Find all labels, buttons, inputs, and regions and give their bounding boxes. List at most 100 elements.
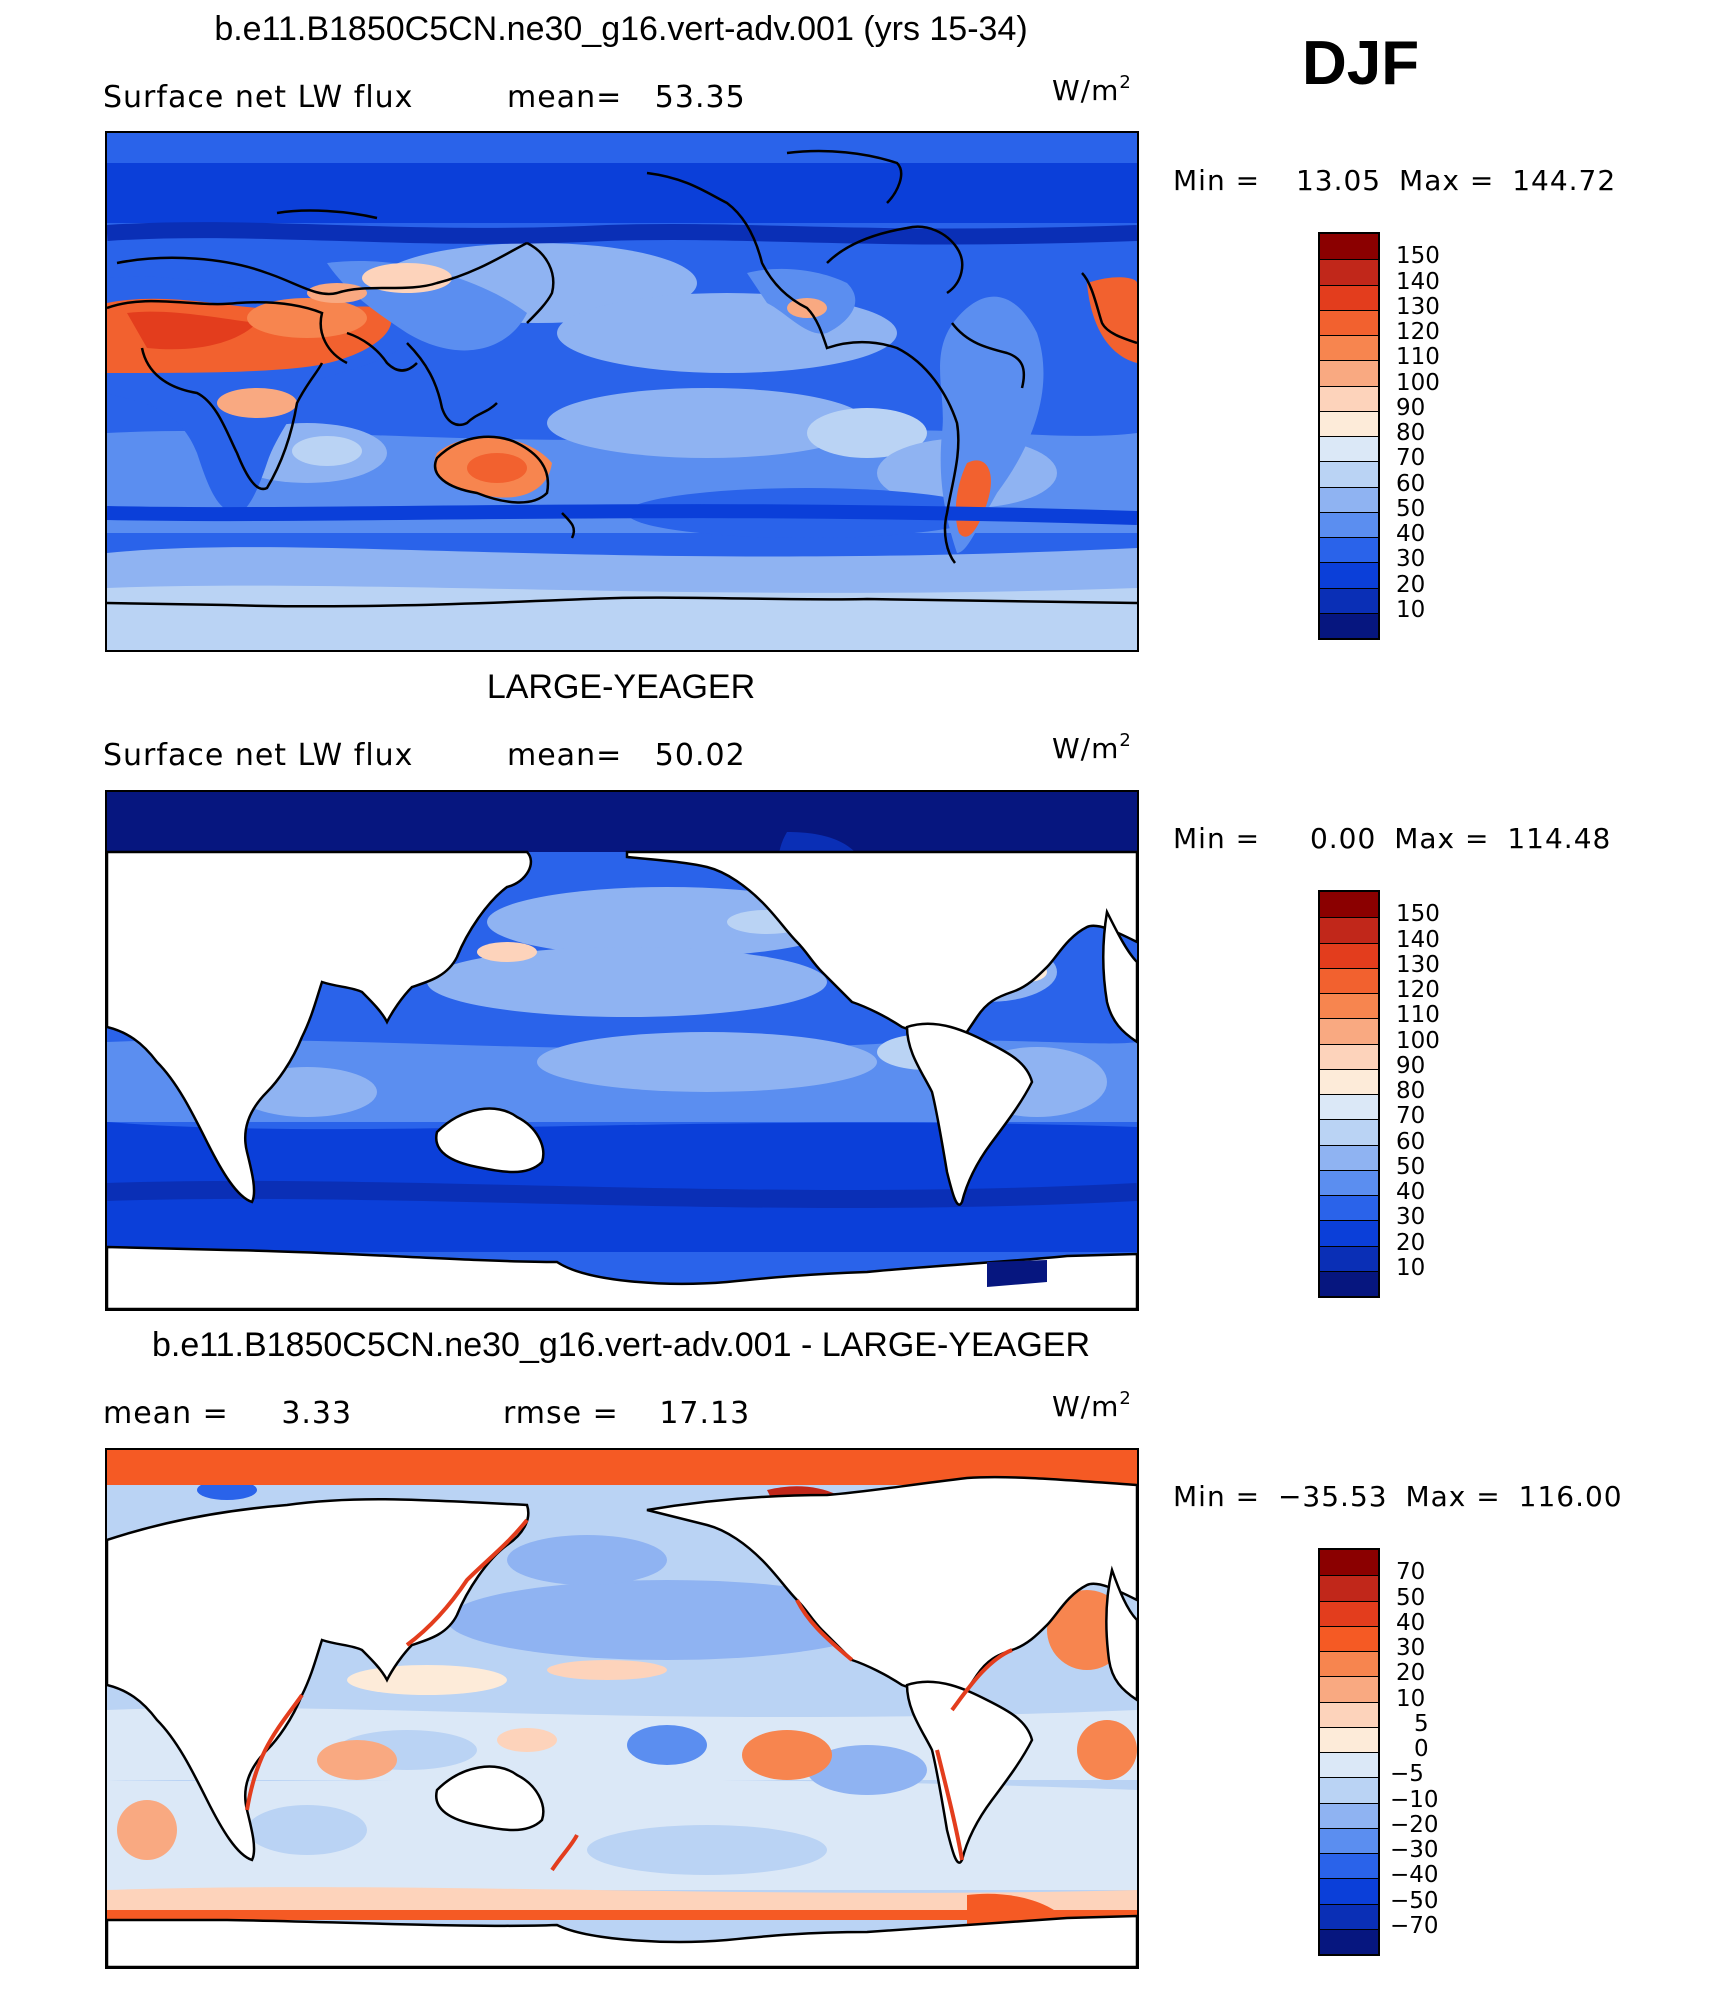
colorbar-tick-label: 100 xyxy=(1396,1027,1440,1054)
panel1-mean-value: 53.35 xyxy=(654,80,746,115)
panel3-colorbar xyxy=(1318,1548,1380,1956)
colorbar-tick-label: 5 xyxy=(1414,1710,1429,1737)
colorbar-tick-label: −40 xyxy=(1390,1862,1439,1889)
colorbar-swatch xyxy=(1320,1144,1378,1170)
colorbar-tick-label: 130 xyxy=(1396,951,1440,978)
colorbar-swatch xyxy=(1320,1726,1378,1752)
colorbar-tick-label: 30 xyxy=(1396,1204,1426,1231)
colorbar-tick-label: 90 xyxy=(1396,394,1426,421)
colorbar-tick-label: 70 xyxy=(1396,445,1426,472)
panel2-colorbar xyxy=(1318,890,1380,1298)
colorbar-tick-label: 80 xyxy=(1396,1078,1426,1104)
colorbar-tick-label: 140 xyxy=(1396,926,1440,953)
colorbar-swatch xyxy=(1320,1625,1378,1651)
panel3-max-label: Max = xyxy=(1405,1480,1501,1513)
colorbar-swatch xyxy=(1320,360,1378,386)
colorbar-swatch xyxy=(1320,385,1378,411)
colorbar-tick-label: 10 xyxy=(1396,1254,1426,1281)
colorbar-tick-label: 120 xyxy=(1396,977,1440,1003)
colorbar-swatch xyxy=(1320,537,1378,563)
colorbar-tick-label: 120 xyxy=(1396,319,1440,345)
colorbar-tick-label: −50 xyxy=(1390,1887,1439,1914)
colorbar-tick-label: 10 xyxy=(1396,1685,1426,1712)
colorbar-tick-label: 140 xyxy=(1396,268,1440,295)
colorbar-tick-label: 110 xyxy=(1396,344,1440,371)
colorbar-tick-label: 150 xyxy=(1396,901,1440,928)
colorbar-tick-label: 30 xyxy=(1396,546,1426,573)
panel1-minmax: Min = 13.05 Max = 144.72 xyxy=(1173,164,1616,197)
colorbar-swatch xyxy=(1320,1827,1378,1853)
colorbar-swatch xyxy=(1320,1600,1378,1626)
panel2-mean-value: 50.02 xyxy=(654,738,746,773)
panel3-title: b.e11.B1850C5CN.ne30_g16.vert-adv.001 - … xyxy=(151,1326,1091,1364)
panel1-colorbar-labels: 150 140 130 120 110 100 90 80 70 60 50 40 30 20 10 xyxy=(1396,232,1476,640)
colorbar-tick-label: −30 xyxy=(1390,1837,1439,1863)
colorbar-swatch xyxy=(1320,993,1378,1019)
colorbar-swatch xyxy=(1320,284,1378,310)
colorbar-swatch xyxy=(1320,461,1378,487)
panel3-mean-label: mean = xyxy=(103,1396,229,1431)
colorbar-swatch xyxy=(1320,917,1378,943)
panel1-min-label: Min = xyxy=(1173,164,1261,197)
colorbar-tick-label: 20 xyxy=(1396,1229,1426,1256)
colorbar-swatch xyxy=(1320,1802,1378,1828)
colorbar-swatch xyxy=(1320,1094,1378,1120)
colorbar-tick-label: 40 xyxy=(1396,1609,1426,1636)
colorbar-swatch xyxy=(1320,1169,1378,1195)
panel3-rmse-label: rmse = xyxy=(503,1396,619,1431)
colorbar-tick-label: 70 xyxy=(1396,1103,1426,1130)
panel1-max-label: Max = xyxy=(1399,164,1495,197)
colorbar-tick-label: −20 xyxy=(1390,1811,1439,1838)
season-label: DJF xyxy=(1302,29,1420,98)
panel2-colorbar-labels: 150 140 130 120 110 100 90 80 70 60 50 40 30 20 10 xyxy=(1396,890,1476,1298)
panel3-rmse-value: 17.13 xyxy=(659,1396,751,1431)
colorbar-tick-label: −5 xyxy=(1390,1761,1424,1788)
colorbar-swatch xyxy=(1320,1777,1378,1803)
colorbar-tick-label: 130 xyxy=(1396,293,1440,320)
colorbar-tick-label: 50 xyxy=(1396,495,1426,522)
colorbar-swatch xyxy=(1320,1195,1378,1221)
colorbar-tick-label: −70 xyxy=(1390,1912,1439,1939)
colorbar-swatch xyxy=(1320,1903,1378,1929)
panel2-mean-label: mean= xyxy=(507,738,623,773)
colorbar-tick-label: 50 xyxy=(1396,1584,1426,1611)
panel3-min-label: Min = xyxy=(1173,1480,1261,1513)
colorbar-swatch xyxy=(1320,1550,1378,1576)
colorbar-swatch xyxy=(1320,1068,1378,1094)
colorbar-tick-label: 10 xyxy=(1396,596,1426,623)
colorbar-swatch xyxy=(1320,1270,1378,1296)
panel3-mean-value: 3.33 xyxy=(281,1396,353,1431)
panel2-units: W/m2 xyxy=(1052,730,1132,765)
panel2-title: LARGE-YEAGER xyxy=(486,668,756,706)
colorbar-tick-label: 40 xyxy=(1396,521,1426,547)
colorbar-tick-label: 20 xyxy=(1396,1660,1426,1687)
colorbar-swatch xyxy=(1320,1575,1378,1601)
colorbar-tick-label: 40 xyxy=(1396,1179,1426,1205)
panel1-title: b.e11.B1850C5CN.ne30_g16.vert-adv.001 (y… xyxy=(214,10,1028,48)
panel3-minmax: Min = −35.53 Max = 116.00 xyxy=(1173,1480,1623,1513)
panel1-colorbar xyxy=(1318,232,1380,640)
colorbar-swatch xyxy=(1320,1220,1378,1246)
colorbar-swatch xyxy=(1320,1752,1378,1778)
colorbar-tick-label: 80 xyxy=(1396,420,1426,446)
colorbar-swatch xyxy=(1320,1245,1378,1271)
panel1-max-value: 144.72 xyxy=(1512,164,1617,197)
panel3-map xyxy=(105,1448,1139,1969)
panel2-variable: Surface net LW flux xyxy=(103,738,414,773)
panel1-mean-label: mean= xyxy=(507,80,623,115)
colorbar-swatch xyxy=(1320,1853,1378,1879)
panel2-minmax: Min = 0.00 Max = 114.48 xyxy=(1173,822,1611,855)
colorbar-swatch xyxy=(1320,1878,1378,1904)
colorbar-swatch xyxy=(1320,1651,1378,1677)
panel3-units: W/m2 xyxy=(1052,1388,1132,1423)
colorbar-swatch xyxy=(1320,410,1378,436)
panel2-min-value: 0.00 xyxy=(1309,822,1377,855)
panel2-max-label: Max = xyxy=(1394,822,1490,855)
panel3-colorbar-labels: 70 50 40 30 20 10 5 0 −5 −10 −20 −30 −40 −50 −70 xyxy=(1390,1548,1476,1956)
panel1-min-value: 13.05 xyxy=(1295,164,1382,197)
colorbar-swatch xyxy=(1320,1018,1378,1044)
colorbar-swatch xyxy=(1320,562,1378,588)
colorbar-tick-label: 110 xyxy=(1396,1002,1440,1029)
panel2-map xyxy=(105,790,1139,1311)
colorbar-tick-label: 70 xyxy=(1396,1559,1426,1586)
